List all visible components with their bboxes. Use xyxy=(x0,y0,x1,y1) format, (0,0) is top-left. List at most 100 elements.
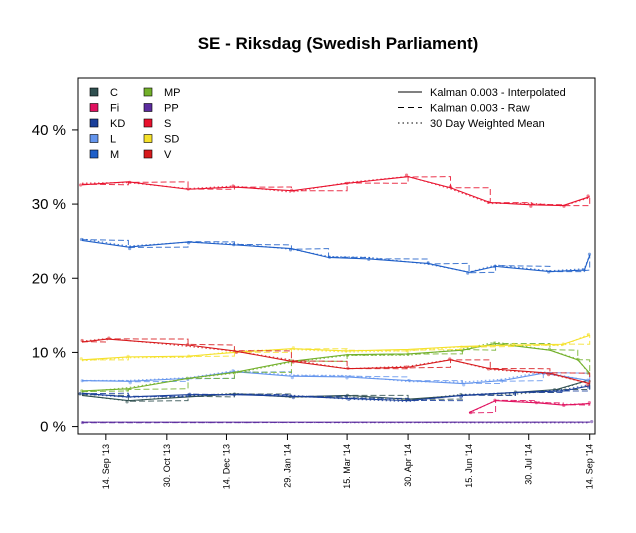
method-legend-label: Kalman 0.003 - Raw xyxy=(430,103,530,115)
y-axis: 0 % 10 % 20 % 30 % 40 % xyxy=(32,122,78,436)
x-tick-label: 14. Sep '14 xyxy=(585,444,595,489)
series-mean-kd xyxy=(81,383,590,403)
legend-swatch-l xyxy=(89,134,99,143)
y-tick-label: 20 % xyxy=(32,270,66,287)
poll-point-s xyxy=(231,184,235,188)
poll-point-m xyxy=(367,257,371,261)
poll-point-sd xyxy=(586,332,591,337)
poll-point-kd xyxy=(188,392,192,396)
poll-point-l xyxy=(128,381,132,385)
poll-point-fi xyxy=(534,401,539,405)
plot-frame xyxy=(77,77,596,435)
x-tick-label: 29. Jan '14 xyxy=(282,444,292,488)
series-raw-pp xyxy=(81,421,591,424)
poll-point-kd xyxy=(347,397,351,401)
poll-point-v xyxy=(186,343,190,347)
poll-point-s xyxy=(529,204,533,208)
poll-point-s xyxy=(586,194,590,198)
x-tick-label: 15. Jun '14 xyxy=(464,444,474,488)
method-legend-label: 30 Day Weighted Mean xyxy=(430,118,545,130)
poll-point-m xyxy=(587,252,592,256)
poll-point-s xyxy=(448,185,453,189)
poll-point-l xyxy=(586,378,590,382)
poll-point-kd xyxy=(291,395,295,400)
poll-point-s xyxy=(562,204,566,208)
series-raw-s xyxy=(81,176,591,207)
series-mean-c xyxy=(81,379,590,402)
series-mean-m xyxy=(81,238,591,273)
poll-point-s xyxy=(345,181,349,185)
legend-label-pp: PP xyxy=(164,103,179,115)
poll-point-v xyxy=(586,383,590,387)
poll-point-s xyxy=(128,180,132,184)
poll-point-kd xyxy=(459,395,463,399)
poll-point-v xyxy=(291,360,295,364)
poll-point-v xyxy=(346,366,350,370)
x-tick-label: 14. Sep '13 xyxy=(101,444,111,489)
poll-point-mp xyxy=(492,341,496,345)
poll-point-mp xyxy=(576,357,580,361)
poll-point-m xyxy=(232,243,236,247)
legend-swatch-kd xyxy=(89,118,99,128)
legend-swatch-pp xyxy=(143,103,153,112)
poll-point-m xyxy=(328,255,332,259)
y-tick-label: 30 % xyxy=(32,196,66,213)
series-raw-kd xyxy=(81,385,591,402)
poll-point-mp xyxy=(232,371,237,375)
method-legend-label: Kalman 0.003 - Interpolated xyxy=(430,87,566,99)
poll-point-m xyxy=(288,248,293,252)
method-legend: Kalman 0.003 - Interpolated Kalman 0.003 … xyxy=(398,87,566,130)
poll-point-l xyxy=(80,379,84,383)
legend-label-l: L xyxy=(110,134,116,146)
x-tick-label: 15. Mar '14 xyxy=(342,444,352,489)
poll-point-kd xyxy=(78,391,82,396)
poll-point-sd xyxy=(291,346,295,350)
poll-point-kd xyxy=(232,393,236,397)
poll-point-mp xyxy=(547,347,552,351)
poll-point-s xyxy=(486,200,490,204)
y-tick-label: 40 % xyxy=(32,122,66,139)
series-line-s xyxy=(81,176,590,207)
poll-point-m xyxy=(492,264,497,269)
poll-point-m xyxy=(128,246,132,251)
poll-point-sd xyxy=(561,342,565,346)
legend-swatch-s xyxy=(143,118,153,128)
x-tick-label: 30. Apr '14 xyxy=(403,444,413,487)
poll-point-kd xyxy=(513,391,517,396)
poll-point-sd xyxy=(512,342,516,346)
poll-point-fi xyxy=(493,398,497,402)
poll-point-s xyxy=(404,173,409,177)
poll-point-l xyxy=(345,376,349,380)
poll-point-s xyxy=(79,183,83,187)
poll-point-m xyxy=(187,241,191,245)
poll-point-m xyxy=(426,261,430,265)
series-mean-mp xyxy=(81,341,591,393)
poll-point-fi xyxy=(469,411,473,415)
poll-point-sd xyxy=(405,349,409,353)
poll-point-sd xyxy=(126,354,130,358)
legend-swatch-c xyxy=(89,87,99,97)
poll-point-sd xyxy=(344,349,348,353)
x-axis: 14. Sep '13 30. Oct '13 14. Dec '13 29. Jan… xyxy=(101,434,595,489)
legend-swatch-fi xyxy=(89,103,99,112)
poll-point-fi xyxy=(562,403,566,408)
poll-point-mp xyxy=(185,376,189,380)
poll-point-mp xyxy=(406,352,410,356)
series-mean-v xyxy=(81,337,590,385)
x-tick-label: 14. Dec '13 xyxy=(221,444,231,489)
series-layer xyxy=(78,173,594,425)
poll-point-sd xyxy=(187,354,191,358)
poll-point-kd xyxy=(126,394,131,398)
legend-label-sd: SD xyxy=(164,134,179,146)
legend-swatch-m xyxy=(89,149,99,159)
legend-swatch-v xyxy=(143,149,153,159)
poll-point-s xyxy=(186,187,190,191)
series-raw-v xyxy=(81,338,591,384)
poll-point-s xyxy=(290,188,294,192)
y-tick-label: 10 % xyxy=(32,344,66,361)
legend-swatch-mp xyxy=(143,87,153,97)
poll-point-v xyxy=(448,357,452,361)
legend-label-kd: KD xyxy=(110,118,125,130)
poll-point-l xyxy=(407,378,411,383)
